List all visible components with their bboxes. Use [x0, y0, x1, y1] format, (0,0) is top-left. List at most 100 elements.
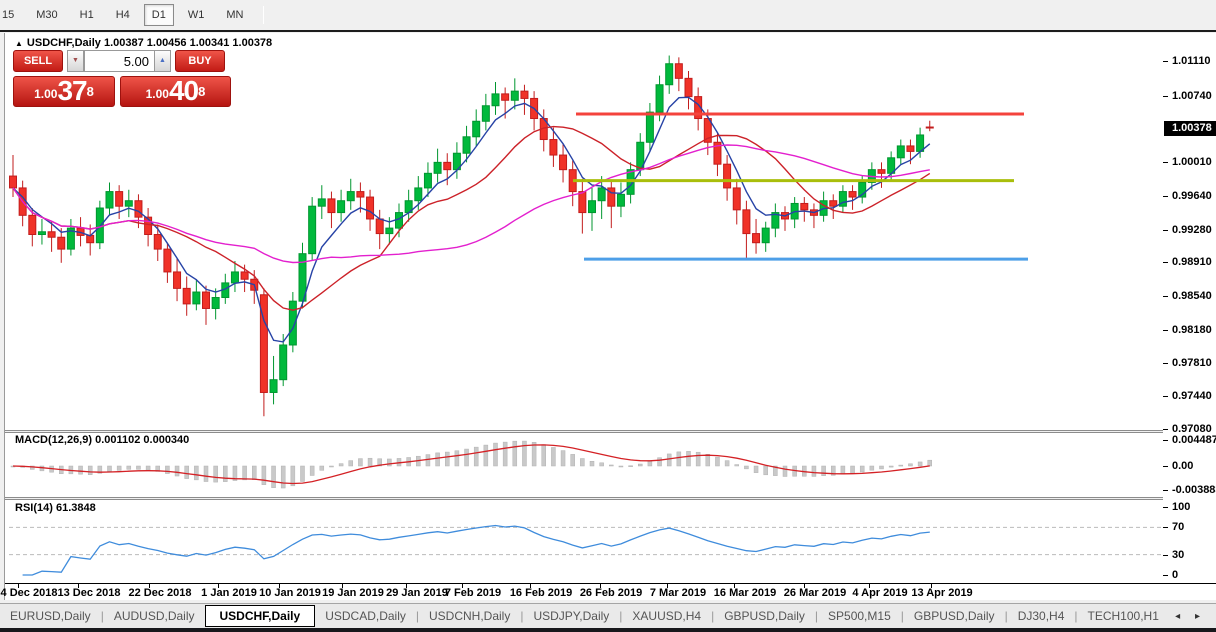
axis-tick-label: 70 — [1172, 521, 1185, 533]
timeframe-button-H1[interactable]: H1 — [72, 4, 102, 26]
buy-price-sup: 8 — [198, 84, 206, 99]
chart-tab-tech100-11[interactable]: TECH100,H1 — [1087, 609, 1159, 623]
axis-tick-label: 0.98910 — [1172, 256, 1212, 268]
date-label: 16 Feb 2019 — [509, 587, 573, 599]
date-tick-mark — [406, 584, 407, 588]
volume-input[interactable] — [84, 50, 154, 72]
date-tick-mark — [18, 584, 19, 588]
axis-tick-label: 1.01110 — [1172, 55, 1211, 67]
toolbar-separator — [263, 6, 265, 24]
chart-tab-sp500-8[interactable]: SP500,M15 — [828, 609, 891, 623]
axis-tick-mark — [1163, 61, 1168, 62]
axis-tick-mark — [1163, 262, 1168, 263]
buy-price-big: 40 — [168, 75, 199, 106]
collapse-triangle-icon[interactable]: ▲ — [15, 39, 23, 48]
timeframe-button-W1[interactable]: W1 — [180, 4, 213, 26]
timeframe-button-MN[interactable]: MN — [218, 4, 251, 26]
date-label: 4 Dec 2018 — [0, 587, 58, 599]
date-tick-mark — [734, 584, 735, 588]
axis-tick-mark — [1163, 466, 1168, 467]
timeframe-button-15[interactable]: 15 — [0, 4, 22, 26]
date-label: 7 Feb 2019 — [444, 587, 502, 599]
tab-separator: | — [900, 609, 904, 623]
axis-tick-mark — [1163, 527, 1168, 528]
window-bottom-edge — [0, 628, 1216, 632]
axis-tick-label: -0.003883 — [1172, 484, 1216, 496]
price-chart[interactable] — [9, 33, 1163, 430]
date-label: 4 Apr 2019 — [852, 587, 908, 599]
chart-tab-gbpusd-9[interactable]: GBPUSD,Daily — [913, 609, 995, 623]
chart-tab-xauusd-6[interactable]: XAUUSD,H4 — [632, 609, 702, 623]
volume-increase-button[interactable]: ▲ — [154, 50, 171, 72]
sell-button[interactable]: SELL — [13, 50, 63, 72]
tab-scroll-arrows[interactable]: ◂ ▸ — [1175, 610, 1206, 622]
axis-tick-mark — [1163, 555, 1168, 556]
axis-tick-label: 0.97080 — [1172, 423, 1212, 435]
date-tick-mark — [279, 584, 280, 588]
chart-tab-usdjpy-5[interactable]: USDJPY,Daily — [533, 609, 610, 623]
date-tick-mark — [804, 584, 805, 588]
symbol-title: USDCHF,Daily — [26, 37, 101, 49]
chart-tab-usdcad-3[interactable]: USDCAD,Daily — [325, 609, 406, 623]
price-axis[interactable]: 1.01110 1.00740 1.00010 0.99640 0.99280 0.989… — [1163, 33, 1216, 583]
axis-tick-label: 0.99640 — [1172, 190, 1212, 202]
toolbar-divider — [0, 30, 1216, 32]
chart-tab-usdchf-2[interactable]: USDCHF,Daily — [204, 604, 316, 627]
panel-splitter[interactable] — [5, 430, 1216, 433]
date-label: 26 Feb 2019 — [579, 587, 643, 599]
axis-tick-mark — [1163, 162, 1168, 163]
axis-tick-label: 0.97810 — [1172, 357, 1212, 369]
axis-tick-label: 100 — [1172, 501, 1191, 513]
ohlc-values: 1.00387 1.00456 1.00341 1.00378 — [103, 37, 273, 49]
volume-decrease-button[interactable]: ▼ — [67, 50, 84, 72]
axis-tick-label: 0 — [1172, 569, 1179, 581]
sell-price-small: 1.00 — [34, 87, 58, 101]
timeframe-toolbar: 15 M30 H1 H4 D1 W1 MN — [0, 0, 1216, 30]
axis-tick-mark — [1163, 507, 1168, 508]
tab-separator: | — [619, 609, 623, 623]
axis-tick-mark — [1163, 363, 1168, 364]
macd-label: MACD(12,26,9) 0.001102 0.000340 — [15, 434, 190, 446]
axis-tick-mark — [1163, 440, 1168, 441]
chart-window[interactable]: ▲ USDCHF,Daily 1.00387 1.00456 1.00341 1.… — [1, 33, 1216, 600]
chart-tab-audusd-1[interactable]: AUDUSD,Daily — [113, 609, 195, 623]
buy-button[interactable]: BUY — [175, 50, 225, 72]
macd-indicator-chart[interactable] — [9, 432, 1163, 497]
timeframe-button-H4[interactable]: H4 — [108, 4, 138, 26]
sell-price-sup: 8 — [86, 84, 94, 99]
date-tick-mark — [931, 584, 932, 588]
sell-quote-panel[interactable]: 1.00 37 8 — [13, 76, 115, 107]
axis-tick-mark — [1163, 396, 1168, 397]
axis-tick-label: 0.98540 — [1172, 290, 1212, 302]
timeframe-button-M30[interactable]: M30 — [28, 4, 65, 26]
chart-tab-usdcnh-4[interactable]: USDCNH,Daily — [429, 609, 511, 623]
axis-tick-label: 1.00010 — [1172, 156, 1212, 168]
date-tick-mark — [342, 584, 343, 588]
rsi-indicator-chart[interactable] — [9, 500, 1163, 580]
tab-separator: | — [814, 609, 819, 623]
timeframe-button-D1[interactable]: D1 — [143, 4, 174, 26]
axis-tick-label: 30 — [1172, 549, 1185, 561]
sell-price-big: 37 — [57, 75, 87, 106]
axis-tick-label: 0.00 — [1172, 460, 1194, 472]
axis-tick-label: 0.99280 — [1172, 224, 1212, 236]
date-axis[interactable]: 4 Dec 2018 13 Dec 2018 22 Dec 2018 1 Jan 20… — [1, 583, 1216, 600]
date-tick-mark — [149, 584, 150, 588]
date-tick-mark — [78, 584, 79, 588]
buy-price-small: 1.00 — [145, 87, 169, 101]
chart-tab-eurusd-0[interactable]: EURUSD,Daily — [10, 609, 91, 623]
chart-tab-gbpusd-7[interactable]: GBPUSD,Daily — [724, 609, 805, 623]
tab-separator: | — [100, 609, 104, 623]
buy-quote-panel[interactable]: 1.00 40 8 — [120, 76, 231, 107]
panel-splitter[interactable] — [5, 497, 1216, 500]
date-tick-mark — [462, 584, 463, 588]
date-tick-mark — [530, 584, 531, 588]
date-label: 19 Jan 2019 — [322, 587, 384, 599]
axis-tick-mark — [1163, 429, 1168, 430]
date-label: 7 Mar 2019 — [649, 587, 707, 599]
chart-tab-dj30-10[interactable]: DJ30,H4 — [1017, 609, 1065, 623]
date-label: 1 Jan 2019 — [201, 587, 257, 599]
axis-tick-mark — [1163, 230, 1168, 231]
date-tick-mark — [218, 584, 219, 588]
